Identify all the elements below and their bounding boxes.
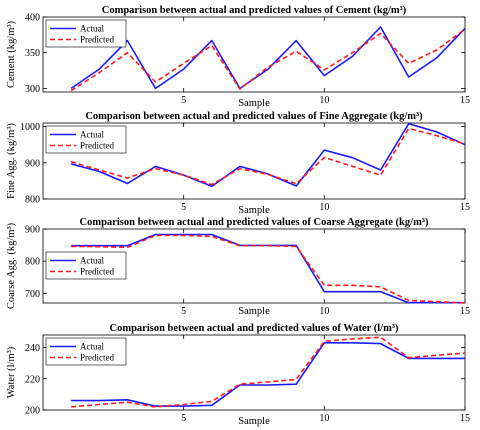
legend-label-actual: Actual xyxy=(80,130,104,140)
x-tick-label: 5 xyxy=(181,202,186,213)
x-tick-label: 5 xyxy=(181,413,186,424)
x-tick-label: 5 xyxy=(181,306,186,317)
y-tick-label: 800 xyxy=(25,257,40,268)
legend-label-predicted: Predicted xyxy=(80,141,114,151)
y-tick-label: 300 xyxy=(25,84,40,95)
chart-panel-3: Comparison between actual and predicted … xyxy=(6,217,470,317)
y-tick-label: 1000 xyxy=(20,122,40,133)
y-axis-label: Water (l/m³) xyxy=(6,346,17,398)
legend-label-actual: Actual xyxy=(80,24,104,34)
x-axis-label: Sample xyxy=(238,205,270,216)
x-tick-label: 10 xyxy=(319,202,329,213)
x-tick-label: 10 xyxy=(319,95,329,106)
x-axis-label: Sample xyxy=(238,98,270,109)
series-line-actual xyxy=(71,341,465,407)
axes-box xyxy=(42,122,466,200)
x-tick-label: 5 xyxy=(181,95,186,106)
y-tick-label: 700 xyxy=(25,289,40,300)
series-line-actual xyxy=(71,233,465,304)
x-tick-label: 10 xyxy=(319,413,329,424)
legend-label-predicted: Predicted xyxy=(80,353,114,363)
series-line-predicted xyxy=(71,336,466,408)
y-tick-label: 400 xyxy=(25,13,40,24)
series-line-predicted xyxy=(71,234,466,304)
chart-panel-2: Comparison between actual and predicted … xyxy=(6,111,470,216)
legend-box xyxy=(45,125,127,154)
y-tick-label: 900 xyxy=(25,158,40,169)
series-line-predicted xyxy=(70,127,466,186)
y-tick-label: 350 xyxy=(25,48,40,59)
legend-box xyxy=(45,337,127,366)
y-tick-label: 900 xyxy=(25,225,40,236)
legend-label-actual: Actual xyxy=(80,256,104,266)
y-tick-label: 800 xyxy=(25,195,40,206)
legend-box xyxy=(45,19,127,48)
legend-box xyxy=(45,251,127,280)
y-tick-label: 240 xyxy=(25,343,40,354)
axes-box xyxy=(42,16,466,93)
series-line-actual xyxy=(70,26,466,90)
x-tick-label: 15 xyxy=(460,413,470,424)
x-axis-label: Sample xyxy=(238,306,270,317)
y-axis-label: Cement (kg/m³) xyxy=(6,20,17,88)
y-tick-label: 220 xyxy=(25,374,40,385)
chart-panel-1: Comparison between actual and predicted … xyxy=(6,5,470,109)
x-tick-label: 15 xyxy=(460,202,470,213)
chart-title: Comparison between actual and predicted … xyxy=(80,217,429,228)
y-axis-label: Coarse Agg. (kg/m³) xyxy=(6,222,17,309)
x-tick-label: 10 xyxy=(319,306,329,317)
chart-title: Comparison between actual and predicted … xyxy=(110,323,399,334)
axes-box xyxy=(42,228,466,304)
chart-title: Comparison between actual and predicted … xyxy=(102,5,407,16)
x-axis-label: Sample xyxy=(238,416,270,427)
x-tick-label: 15 xyxy=(460,306,470,317)
chart-panel-4: Comparison between actual and predicted … xyxy=(6,323,470,427)
legend-label-predicted: Predicted xyxy=(80,35,114,45)
legend-label-actual: Actual xyxy=(80,342,104,352)
y-tick-label: 200 xyxy=(25,406,40,417)
legend-label-predicted: Predicted xyxy=(80,267,114,277)
x-tick-label: 15 xyxy=(460,95,470,106)
series-line-predicted xyxy=(70,28,466,92)
y-axis-label: Fine Agg. (kg/m³) xyxy=(6,123,17,199)
axes-box xyxy=(42,334,466,411)
chart-title: Comparison between actual and predicted … xyxy=(85,111,423,122)
series-line-actual xyxy=(70,122,466,188)
